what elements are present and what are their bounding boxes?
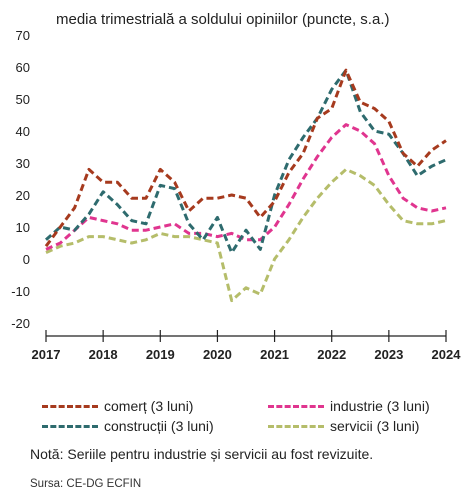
series-layer [44,68,447,303]
chart-title: media trimestrială a soldului opiniilor … [56,11,389,28]
legend-label-industrie: industrie (3 luni) [330,398,430,414]
legend-item-comert: comerț (3 luni) [42,398,193,414]
x-tick-label: 2018 [89,347,118,362]
y-tick-label: 20 [16,188,30,203]
legend-swatch-constructii [42,424,98,428]
legend-item-servicii: servicii (3 luni) [268,418,419,434]
y-tick-label: 60 [16,60,30,75]
y-tick-label: 40 [16,124,30,139]
legend-label-servicii: servicii (3 luni) [330,418,420,434]
series-line-1 [45,123,447,251]
legend: comerț (3 luni) industrie (3 luni) const… [0,390,474,440]
legend-item-constructii: construcții (3 luni) [42,418,214,434]
x-tick-label: 2022 [317,347,346,362]
chart-source: Sursa: CE-DG ECFIN [30,478,142,490]
y-tick-label: 70 [16,28,30,43]
legend-label-comert: comerț (3 luni) [104,398,194,414]
legend-swatch-servicii [268,424,324,428]
legend-swatch-industrie [268,404,324,408]
y-axis: -20 -10 0 10 20 30 40 50 60 70 [11,28,30,331]
x-tick-label: 2023 [374,347,403,362]
x-tick-label: 2024 [432,347,462,362]
x-tick-label: 2020 [203,347,232,362]
series-line-2 [44,68,447,255]
x-tick-label: 2017 [32,347,61,362]
y-tick-label: 10 [16,220,30,235]
y-tick-label: 30 [16,156,30,171]
legend-label-constructii: construcții (3 luni) [104,418,214,434]
y-tick-label: -20 [11,316,30,331]
x-tick-label: 2021 [260,347,289,362]
chart: media trimestrială a soldului opiniilor … [11,11,462,362]
legend-item-industrie: industrie (3 luni) [268,398,430,414]
series-line-3 [45,167,447,303]
x-tick-label: 2019 [146,347,175,362]
legend-swatch-comert [42,404,98,408]
chart-note: Notă: Seriile pentru industrie și servic… [30,446,374,462]
x-axis: 2017 2018 2019 2020 2021 2022 2023 2024 [32,330,462,362]
y-tick-label: 50 [16,92,30,107]
y-tick-label: -10 [11,284,30,299]
y-tick-label: 0 [23,252,30,267]
